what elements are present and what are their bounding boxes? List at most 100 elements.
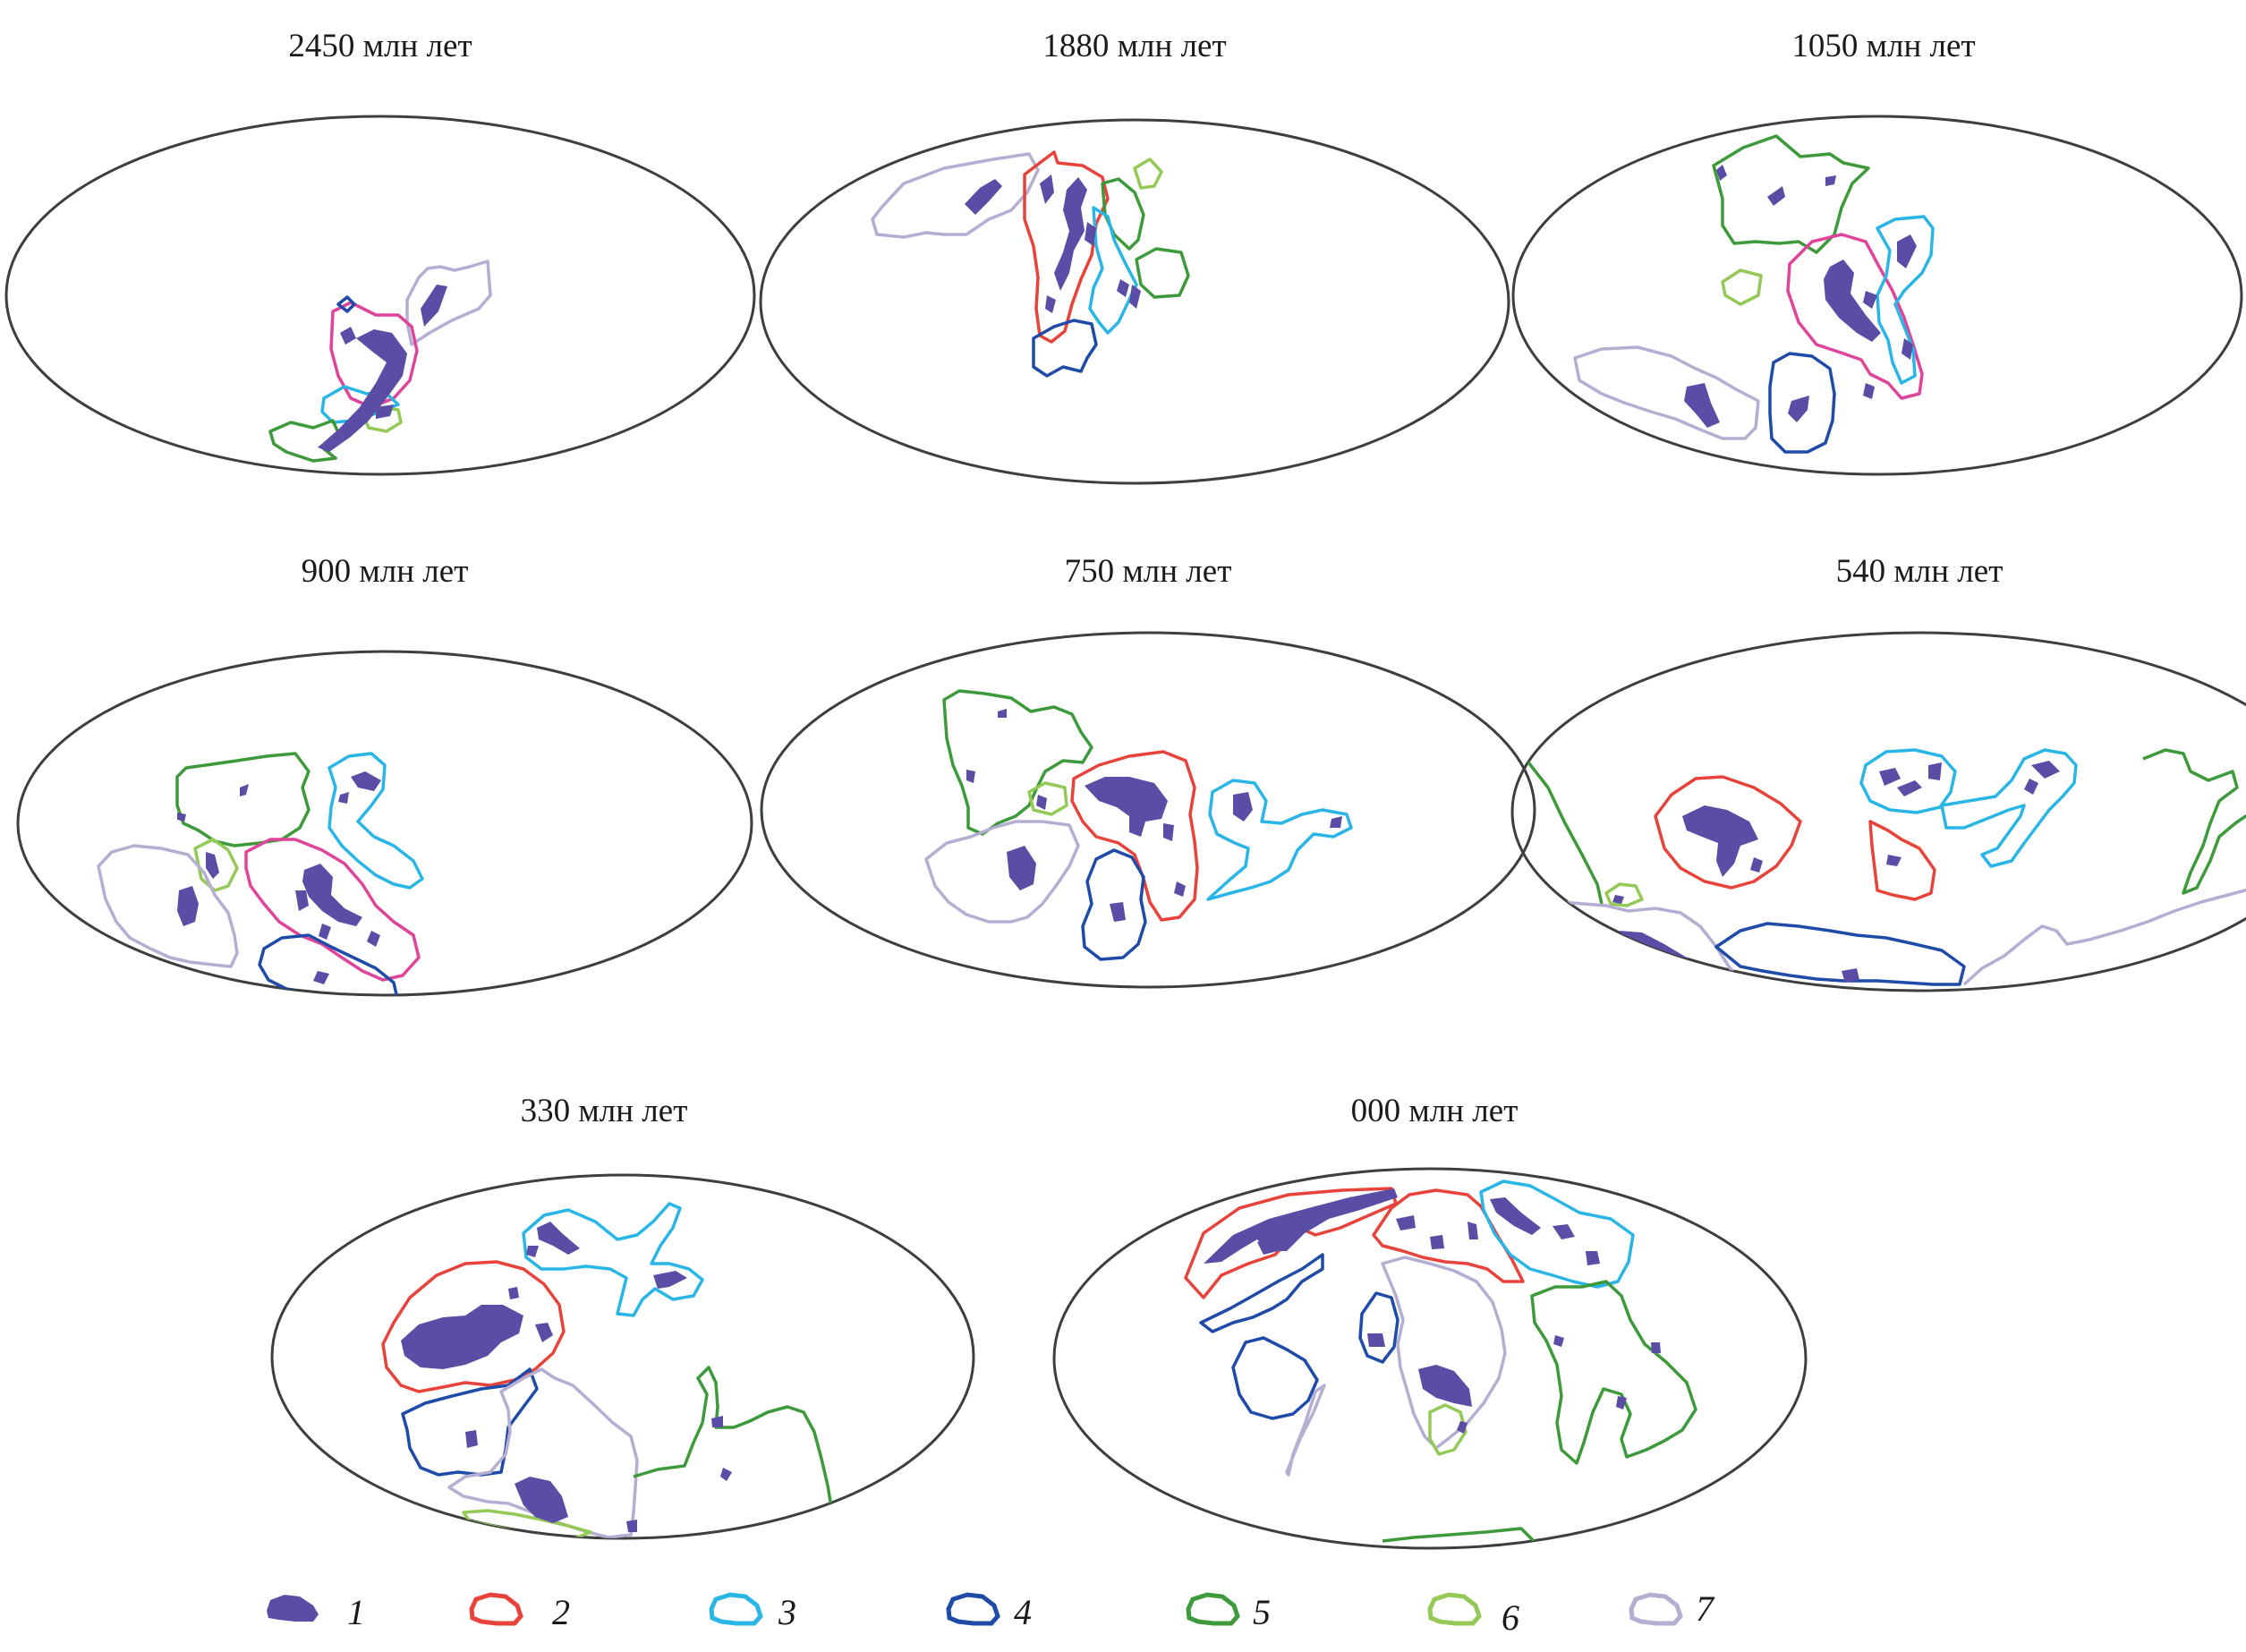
map-panel-1050 bbox=[1511, 115, 2243, 476]
craton-core bbox=[240, 784, 249, 796]
craton-outline-blue bbox=[1231, 1336, 1319, 1420]
craton-outline-lightgreen bbox=[462, 1509, 592, 1538]
craton-core bbox=[1367, 1333, 1385, 1347]
craton-core bbox=[711, 1416, 723, 1427]
legend-label-7: 7 bbox=[1696, 1588, 1714, 1629]
craton-core bbox=[1879, 768, 1901, 786]
craton-core bbox=[1886, 855, 1901, 866]
craton-outline-cyan bbox=[1859, 748, 1957, 814]
panel-title-1050: 1050 млн лет bbox=[1791, 28, 1976, 64]
craton-outline-lavender bbox=[1573, 345, 1760, 440]
craton-core bbox=[1620, 931, 1718, 984]
craton-core bbox=[966, 770, 975, 783]
craton-outline-green bbox=[942, 689, 1093, 836]
craton-core bbox=[1612, 895, 1624, 904]
craton-outline-green bbox=[1382, 1527, 1541, 1548]
legend-swatch-7 bbox=[1629, 1592, 1683, 1626]
craton-outline-blue bbox=[401, 1367, 539, 1477]
legend-label-1: 1 bbox=[347, 1592, 365, 1632]
globe-outline bbox=[1510, 631, 2246, 992]
craton-outline-lightgreen bbox=[1027, 781, 1068, 816]
map-panel-2450 bbox=[4, 115, 756, 476]
craton-outline-lavender bbox=[447, 1367, 639, 1538]
craton-core bbox=[965, 179, 1002, 215]
craton-outline-blue bbox=[1358, 1291, 1399, 1364]
craton-outline-lavender bbox=[1962, 886, 2246, 986]
craton-core bbox=[1257, 1237, 1278, 1255]
panel-title-1880: 1880 млн лет bbox=[1042, 28, 1227, 64]
legend-swatch-4 bbox=[946, 1592, 1000, 1626]
craton-core bbox=[1901, 338, 1913, 360]
craton-core bbox=[313, 971, 329, 984]
map-panel-000 bbox=[1052, 1167, 1808, 1550]
craton-outline-lavender bbox=[924, 820, 1080, 924]
craton-core bbox=[351, 771, 381, 791]
legend bbox=[267, 1592, 1683, 1626]
craton-outline-blue bbox=[1032, 319, 1098, 378]
panel-title-000: 000 млн лет bbox=[1350, 1093, 1519, 1129]
globe-outline bbox=[1511, 115, 2243, 476]
craton-outline-pink bbox=[329, 301, 419, 409]
craton-core bbox=[421, 285, 447, 327]
craton-core bbox=[720, 1468, 732, 1481]
craton-core bbox=[508, 1287, 519, 1299]
craton-outline-blue bbox=[1199, 1253, 1324, 1333]
craton-core bbox=[302, 864, 362, 926]
craton-outline-lavender bbox=[1381, 1256, 1507, 1450]
craton-core bbox=[177, 886, 199, 926]
legend-swatch-1 bbox=[267, 1595, 319, 1622]
craton-outline-green bbox=[1135, 247, 1190, 299]
craton-core bbox=[1897, 780, 1922, 796]
craton-outline-cyan bbox=[1206, 779, 1353, 901]
craton-core bbox=[626, 1520, 637, 1532]
legend-swatch-3 bbox=[709, 1592, 763, 1626]
craton-core bbox=[1163, 823, 1174, 841]
craton-outline-pink bbox=[244, 838, 421, 982]
craton-outline-green bbox=[175, 752, 311, 847]
craton-outline-lavender bbox=[871, 152, 1040, 239]
craton-core bbox=[653, 1271, 687, 1289]
globe-outline bbox=[270, 1173, 975, 1540]
craton-core bbox=[526, 1246, 539, 1257]
legend-label-2: 2 bbox=[552, 1592, 570, 1632]
craton-core bbox=[206, 852, 219, 879]
globe-outline bbox=[1052, 1167, 1808, 1550]
craton-core bbox=[1750, 857, 1763, 873]
craton-core bbox=[1430, 1235, 1444, 1249]
craton-core bbox=[1396, 1215, 1416, 1230]
craton-core bbox=[515, 1477, 568, 1523]
globe-outline bbox=[4, 115, 756, 476]
craton-outline-red bbox=[1023, 150, 1110, 344]
craton-core bbox=[1204, 1188, 1398, 1264]
craton-core bbox=[318, 329, 407, 452]
craton-core bbox=[1110, 902, 1126, 922]
craton-core bbox=[537, 1222, 580, 1255]
craton-core bbox=[1457, 1421, 1468, 1434]
craton-core bbox=[1054, 177, 1087, 291]
craton-core bbox=[1553, 1224, 1575, 1239]
craton-core bbox=[1842, 968, 1859, 983]
craton-core bbox=[1767, 186, 1785, 206]
legend-label-5: 5 bbox=[1253, 1592, 1271, 1632]
craton-core bbox=[1330, 816, 1342, 828]
craton-core bbox=[465, 1430, 478, 1448]
legend-label-3: 3 bbox=[778, 1592, 796, 1632]
craton-outline-cyan bbox=[1088, 206, 1138, 335]
craton-core bbox=[2031, 761, 2060, 779]
craton-core bbox=[1553, 1335, 1564, 1347]
craton-core bbox=[2024, 779, 2038, 795]
craton-outline-lavender bbox=[1285, 1384, 1326, 1477]
craton-core bbox=[1682, 805, 1758, 877]
craton-core bbox=[1468, 1222, 1478, 1239]
craton-outline-blue bbox=[1714, 922, 1966, 986]
craton-outline-red bbox=[1868, 820, 1936, 901]
craton-core bbox=[1045, 295, 1056, 313]
craton-core bbox=[1040, 175, 1054, 204]
craton-outline-blue bbox=[258, 933, 400, 995]
craton-outline-blue bbox=[1081, 848, 1147, 961]
craton-core bbox=[1036, 795, 1047, 810]
map-panel-1880 bbox=[759, 118, 1510, 485]
craton-outline-cyan bbox=[1940, 748, 2078, 868]
legend-swatch-2 bbox=[469, 1592, 523, 1626]
